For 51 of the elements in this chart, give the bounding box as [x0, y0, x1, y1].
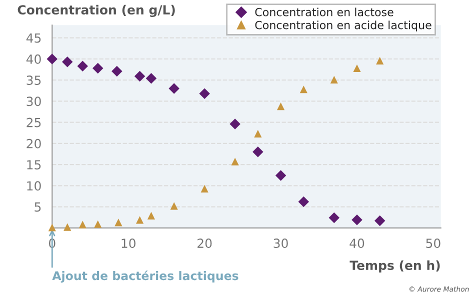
point: [252, 146, 264, 158]
point: [170, 202, 178, 210]
point: [230, 118, 240, 130]
point: [231, 158, 239, 166]
x-tick-label: 30: [274, 238, 288, 248]
legend-label: Concentration en lactose: [255, 8, 394, 16]
point: [46, 54, 58, 64]
point: [78, 220, 86, 228]
point: [114, 218, 122, 226]
y-tick-label: 40: [26, 54, 41, 64]
point: [168, 83, 180, 94]
y-tick-label: 35: [26, 76, 41, 85]
y-tick-label: 25: [26, 118, 41, 128]
point: [62, 56, 73, 68]
point: [374, 215, 386, 226]
y-tick-label: 45: [26, 33, 41, 43]
point: [330, 76, 338, 84]
y-tick-label: 30: [26, 96, 41, 106]
legend-label: Concentration en acide lactique: [255, 20, 432, 32]
point: [77, 60, 88, 72]
point: [376, 56, 384, 64]
point: [134, 70, 146, 82]
point: [146, 73, 157, 84]
point: [199, 88, 210, 99]
point: [64, 223, 72, 231]
annotation: Ajout de bactéries lactiques: [52, 270, 238, 283]
y-tick-label: 10: [27, 181, 41, 191]
point: [353, 64, 361, 72]
point: [254, 130, 262, 138]
point: [136, 216, 144, 224]
x-tick-label: 10: [122, 238, 136, 248]
y-tick-label: 5: [34, 202, 41, 212]
point: [147, 212, 156, 220]
point: [92, 62, 104, 74]
point: [352, 214, 362, 226]
point: [94, 220, 102, 228]
point: [48, 224, 56, 232]
x-axis-title: Temps (en h): [350, 260, 440, 272]
point: [275, 170, 286, 181]
point: [112, 66, 122, 77]
point: [298, 196, 310, 208]
x-tick-label: 20: [198, 238, 212, 248]
point: [328, 212, 340, 224]
y-axis-title: Concentration (en g/L): [18, 4, 175, 18]
point: [300, 86, 308, 94]
point: [276, 102, 285, 110]
x-tick-label: 50: [426, 238, 440, 248]
x-tick-label: 40: [350, 238, 364, 248]
y-tick-label: 20: [26, 138, 41, 148]
point: [200, 184, 208, 192]
y-tick-label: 15: [27, 160, 41, 170]
